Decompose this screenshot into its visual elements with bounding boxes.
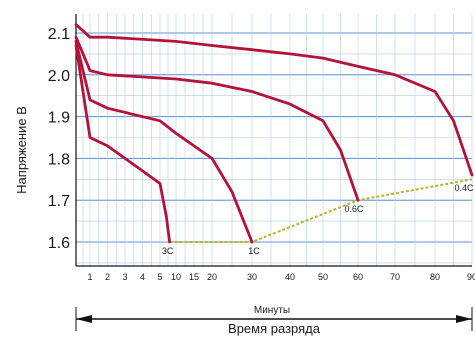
x-tick-label: 2 bbox=[105, 272, 110, 282]
curve-1C bbox=[74, 40, 254, 244]
x-tick-label: 5 bbox=[157, 272, 162, 282]
plot-background bbox=[76, 14, 472, 266]
curve-label-0.6C: 0.6C bbox=[344, 204, 364, 214]
y-tick-label: 1.6 bbox=[48, 235, 70, 252]
x-axis-arrow bbox=[75, 307, 473, 331]
y-tick-label: 2.0 bbox=[48, 68, 70, 85]
curve-0.4C bbox=[74, 23, 474, 177]
cutoff-line-group bbox=[169, 178, 473, 243]
x-tick-labels: 1 2 3 4 5 10 15 20 30 40 50 60 70 80 90 bbox=[87, 272, 475, 282]
curves-group bbox=[74, 23, 474, 244]
y-tick-label: 1.7 bbox=[48, 193, 70, 210]
x-tick-label: 60 bbox=[353, 272, 363, 282]
x-tick-label: 80 bbox=[430, 272, 440, 282]
curve-label-0.4C: 0.4C bbox=[454, 183, 474, 193]
y-tick-labels: 2.1 2.0 1.9 1.8 1.7 1.6 bbox=[48, 26, 70, 252]
curve-label-1C: 1C bbox=[248, 246, 260, 256]
x-axis-caption: Время разряда bbox=[228, 321, 321, 336]
y-tick-label: 1.8 bbox=[48, 151, 70, 168]
x-tick-label: 50 bbox=[318, 272, 328, 282]
curve-0.6C bbox=[74, 35, 360, 202]
curve-3C bbox=[74, 44, 172, 244]
x-tick-label: 10 bbox=[171, 272, 181, 282]
x-tick-label: 1 bbox=[87, 272, 92, 282]
axes bbox=[75, 14, 472, 267]
x-tick-label: 4 bbox=[140, 272, 145, 282]
x-tick-label: 15 bbox=[189, 272, 199, 282]
x-tick-label: 30 bbox=[247, 272, 257, 282]
curve-labels: 3C 1C 0.6C 0.4C bbox=[162, 183, 474, 256]
grid bbox=[76, 14, 473, 266]
y-tick-label: 1.9 bbox=[48, 110, 70, 127]
cutoff-line bbox=[169, 178, 473, 243]
x-tick-label: 70 bbox=[390, 272, 400, 282]
x-axis-title: Минуты bbox=[254, 305, 290, 316]
x-tick-label: 20 bbox=[207, 272, 217, 282]
x-tick-label: 90 bbox=[467, 272, 475, 282]
x-tick-label: 40 bbox=[285, 272, 295, 282]
y-tick-label: 2.1 bbox=[48, 26, 70, 43]
y-axis-title: Напряжение В bbox=[14, 106, 29, 194]
curve-label-3C: 3C bbox=[162, 246, 174, 256]
x-tick-label: 3 bbox=[122, 272, 127, 282]
